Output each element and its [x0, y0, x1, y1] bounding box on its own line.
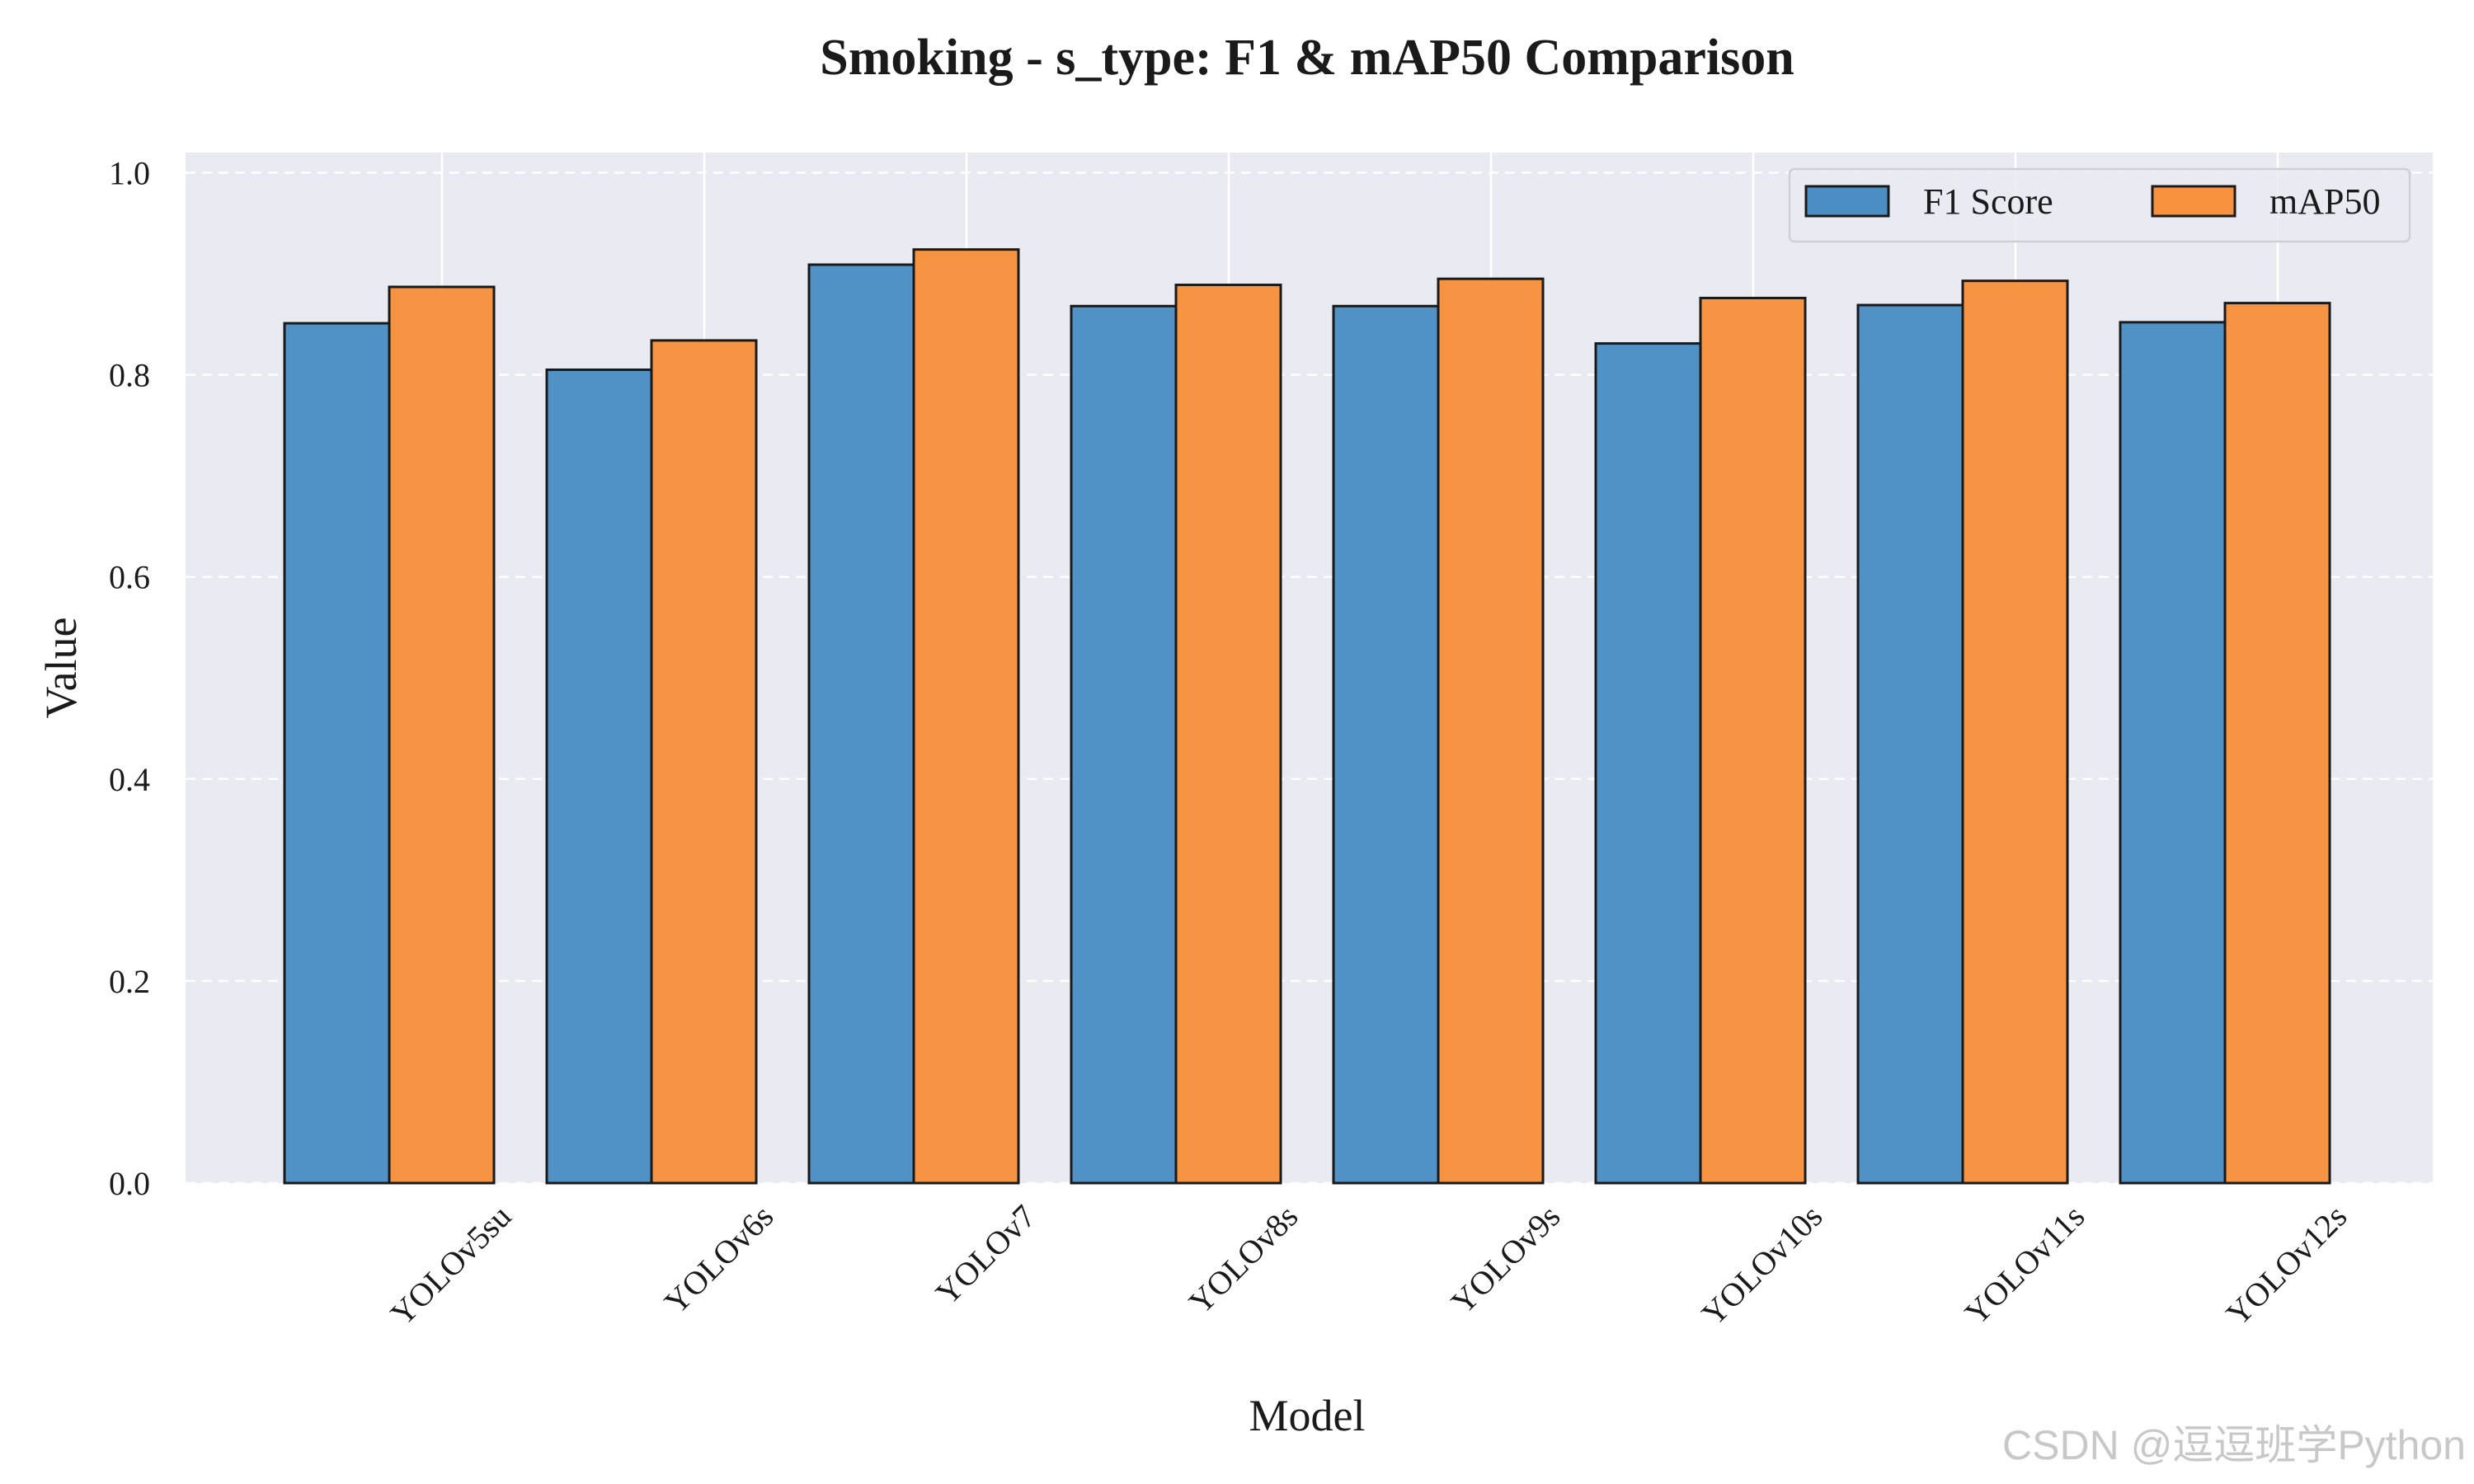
y-tick-label: 0.4 — [109, 761, 150, 798]
bar-map50-yolov6s — [650, 339, 758, 1185]
bar-map50-yolov9s — [1437, 277, 1545, 1185]
x-axis-label: Model — [1249, 1391, 1366, 1440]
x-tick-label: YOLOv11s — [1958, 1198, 2092, 1332]
x-tick-label: YOLOv5su — [383, 1198, 519, 1333]
bar-f1-yolov12s — [2119, 321, 2227, 1185]
bar-f1-yolov9s — [1332, 304, 1440, 1185]
chart-title: Smoking - s_type: F1 & mAP50 Comparison — [820, 30, 1794, 86]
bar-map50-yolov8s — [1174, 284, 1282, 1185]
bar-f1-yolov8s — [1070, 304, 1178, 1185]
bar-f1-yolov5su — [283, 322, 391, 1185]
x-tick-label: YOLOv6s — [657, 1198, 781, 1322]
x-tick-label: YOLOv8s — [1182, 1198, 1305, 1322]
legend-swatch — [2151, 185, 2236, 218]
bar-f1-yolov6s — [545, 368, 653, 1185]
bar-f1-yolov11s — [1856, 303, 1964, 1185]
y-tick-label: 0.8 — [109, 357, 150, 394]
x-tick-label: YOLOv12s — [2219, 1198, 2354, 1333]
bar-map50-yolov11s — [1961, 279, 2069, 1185]
legend: F1 Score mAP50 — [1788, 167, 2411, 243]
y-tick-label: 1.0 — [109, 155, 150, 192]
plot-area — [186, 153, 2433, 1183]
bar-map50-yolov12s — [2223, 302, 2331, 1185]
y-tick-label: 0.2 — [109, 963, 150, 1000]
bar-f1-yolov10s — [1594, 342, 1702, 1185]
bar-map50-yolov10s — [1699, 296, 1807, 1185]
y-tick-label: 0.0 — [109, 1165, 150, 1202]
bars — [283, 248, 2331, 1185]
y-axis-label: Value — [36, 618, 86, 719]
legend-label: mAP50 — [2269, 181, 2380, 222]
legend-label: F1 Score — [1923, 181, 2053, 222]
legend-box — [1788, 167, 2411, 243]
watermark: CSDN @逗逗班学Python — [2002, 1422, 2466, 1468]
bar-map50-yolov7 — [912, 248, 1020, 1185]
x-tick-label: YOLOv9s — [1444, 1198, 1568, 1322]
y-tick-label: 0.6 — [109, 559, 150, 596]
bar-map50-yolov5su — [388, 285, 496, 1185]
bar-f1-yolov7 — [807, 263, 915, 1185]
x-tick-label: YOLOv7 — [929, 1198, 1043, 1313]
legend-swatch — [1804, 185, 1890, 218]
x-tick-label: YOLOv10s — [1695, 1198, 1830, 1333]
